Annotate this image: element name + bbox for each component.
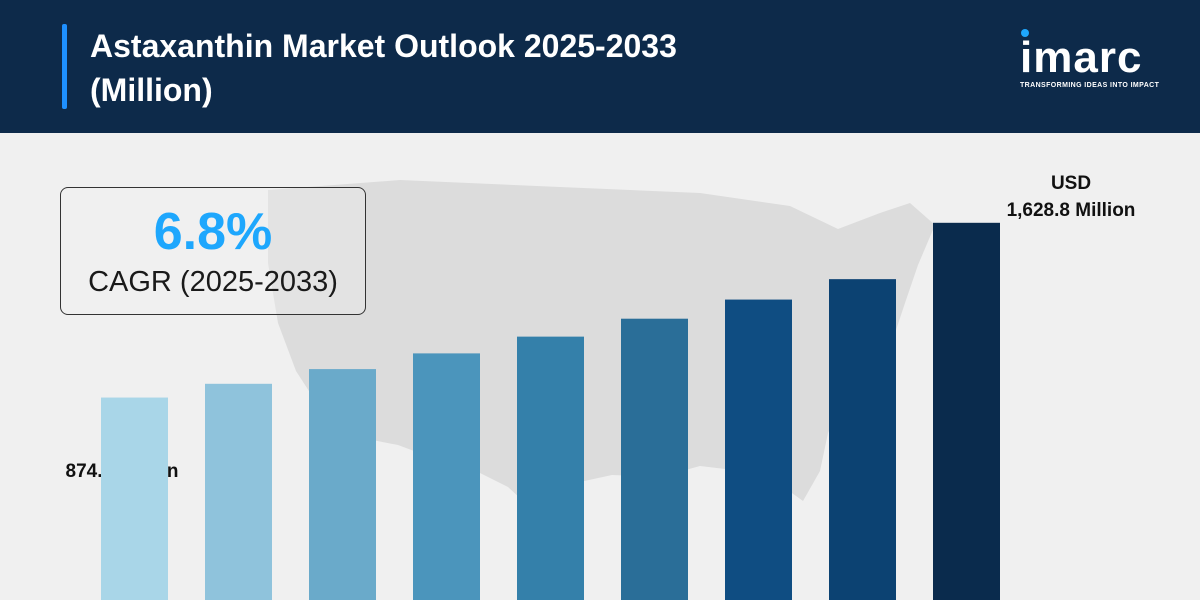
title-line-2: (Million) xyxy=(90,72,213,108)
bar-2033 xyxy=(933,222,1000,600)
bar-2031 xyxy=(725,299,792,600)
imarc-logo: imarc TRANSFORMING IDEAS INTO IMPACT xyxy=(1012,22,1182,102)
cagr-label: CAGR (2025-2033) xyxy=(88,266,338,298)
end-value-callout: USD 1,628.8 Million xyxy=(986,170,1156,224)
logo-dot-icon xyxy=(1021,29,1029,37)
bar-2025 xyxy=(101,397,168,600)
bar-2029 xyxy=(517,336,584,600)
cagr-value: 6.8% xyxy=(153,203,273,261)
end-callout-line-1: USD xyxy=(1050,173,1092,194)
logo-tagline: TRANSFORMING IDEAS INTO IMPACT xyxy=(1020,82,1160,89)
bar-2030 xyxy=(621,318,688,600)
logo-wordmark: imarc xyxy=(1020,33,1143,82)
header-accent-bar xyxy=(62,24,67,109)
end-callout-line-2: 1,628.8 Million xyxy=(1006,200,1136,221)
title-line-1: Astaxanthin Market Outlook 2025-2033 xyxy=(90,28,677,64)
cagr-box: 6.8% CAGR (2025-2033) xyxy=(60,187,366,315)
chart-title: Astaxanthin Market Outlook 2025-2033 (Mi… xyxy=(90,24,850,112)
bar-2027 xyxy=(309,369,376,600)
bar-2032 xyxy=(829,279,896,600)
header-banner: Astaxanthin Market Outlook 2025-2033 (Mi… xyxy=(0,0,1200,133)
bar-2026 xyxy=(205,383,272,600)
bar-2028 xyxy=(413,353,480,600)
